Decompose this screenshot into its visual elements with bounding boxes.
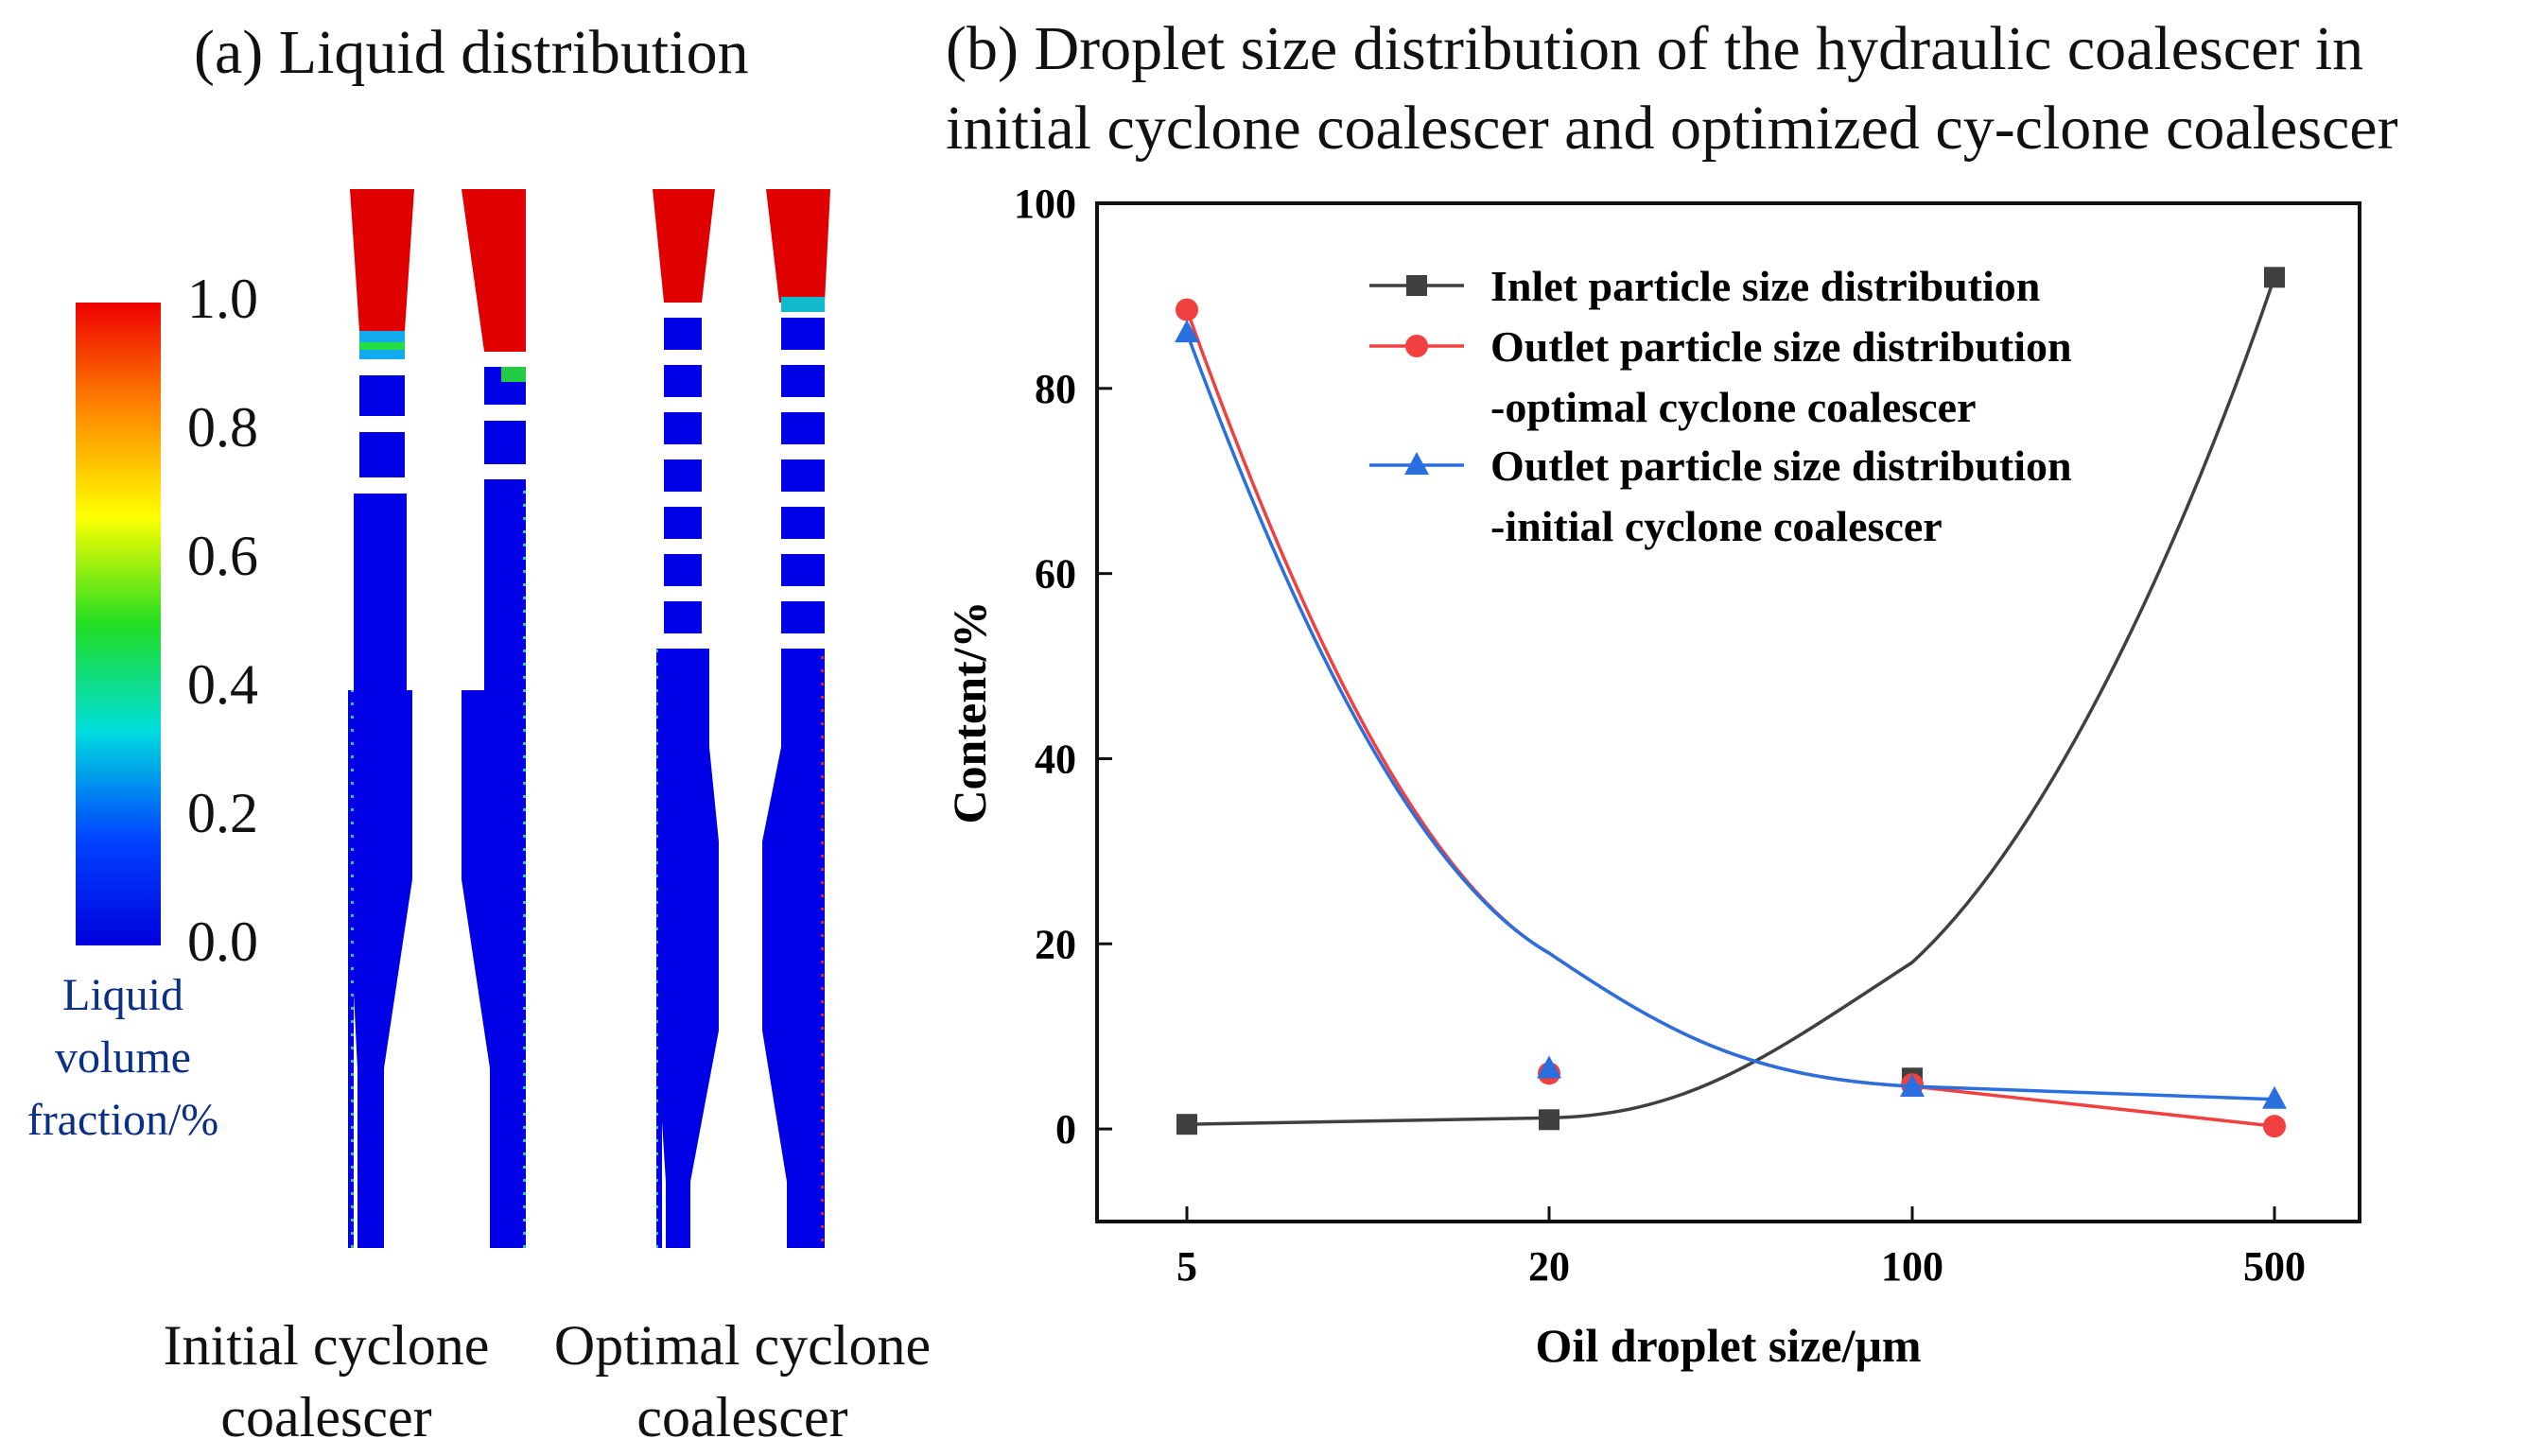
caption-initial: Initial cyclone coalescer [123,1309,530,1453]
panel-b-title-line: initial cyclone coalescer and optimized … [946,94,2398,163]
x-tick-label: 20 [1528,1243,1570,1290]
legend-label: -optimal cyclone coalescer [1490,383,1976,431]
data-point [1900,1074,1925,1098]
y-tick-label: 20 [1035,921,1076,967]
colorbar-tick-label: 0.0 [187,910,258,973]
y-tick-label: 60 [1035,551,1076,598]
x-tick-label: 5 [1176,1243,1197,1290]
colorbar-tick-label: 0.6 [187,525,258,587]
contour-optimal-left [653,189,719,1248]
x-tick-label: 100 [1881,1243,1943,1290]
contour-optimal-right [762,189,830,1248]
series-triangle [1175,320,2287,1109]
data-point [2262,1085,2287,1109]
plot-frame [1095,201,2361,1223]
data-point [1176,298,1198,321]
y-tick-label: 100 [1014,181,1076,227]
caption-line: Initial cyclone [163,1314,490,1377]
panel-a-title: (a) Liquid distribution [194,18,749,87]
legend-label: Inlet particle size distribution [1490,262,2040,310]
legend: Inlet particle size distribution Outlet p… [1369,262,2072,550]
caption-line: Optimal cyclone [553,1314,932,1377]
legend-label: Outlet particle size distribution [1490,442,2072,490]
colorbar-tick-label: 0.4 [187,653,258,716]
legend-label: Outlet particle size distribution [1490,322,2072,371]
data-point [1176,1114,1197,1135]
liquid-contours [348,189,830,1248]
colorbar-label: Liquid volume fraction/% [0,964,246,1152]
contour-initial-left [348,189,414,1248]
series-line [1185,309,2275,1128]
series-line [1186,276,2276,1126]
contour-initial-right [462,189,526,1248]
data-point [2263,1115,2286,1138]
data-point [1175,320,1199,343]
x-axis-label: Oil droplet size/μm [1536,1319,1922,1372]
panel-b-title-line: (b) Droplet size distribution of the hyd… [946,14,2364,83]
caption-optimal: Optimal cyclone coalescer [534,1309,950,1453]
y-tick-label: 0 [1055,1106,1076,1153]
caption-line: coalescer [220,1386,432,1448]
legend-marker [1406,275,1427,296]
colorbar-label-line: Liquid [62,970,183,1020]
colorbar-tick-label: 1.0 [187,268,258,330]
data-point [1537,1055,1561,1079]
data-point [2264,267,2285,288]
colorbar-tick-label: 0.8 [187,396,258,459]
caption-line: coalescer [636,1386,848,1448]
panel-b-title: (b) Droplet size distribution of the hyd… [946,9,2544,168]
legend-label: -initial cyclone coalescer [1490,502,1943,550]
series-line [1185,332,2275,1101]
y-tick-label: 80 [1035,366,1076,412]
legend-marker [1404,452,1429,475]
y-tick-label: 40 [1035,736,1076,782]
colorbar-label-line: fraction/% [26,1095,219,1145]
x-tick-label: 500 [2243,1243,2306,1290]
colorbar-label-line: volume [55,1032,191,1083]
y-axis-label: Content/% [943,600,996,823]
legend-marker [1405,335,1428,357]
data-point [1539,1109,1560,1131]
colorbar-tick-label: 0.2 [187,782,258,844]
colorbar [76,303,161,945]
